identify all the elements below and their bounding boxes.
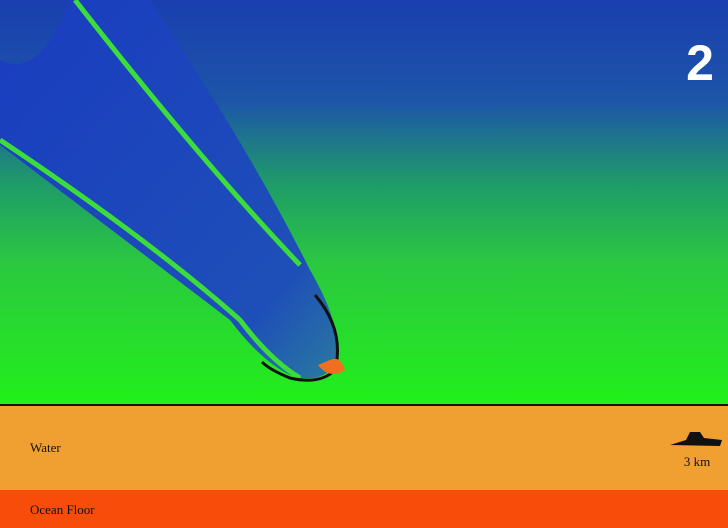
- simulation-frame: 2 Water 3 km Ocean Floor: [0, 0, 728, 528]
- ocean-floor-band: [0, 490, 728, 528]
- water-label: Water: [30, 440, 61, 455]
- ocean-floor-label: Ocean Floor: [30, 502, 95, 517]
- scale-label: 3 km: [684, 454, 710, 469]
- page: 2 Water 3 km Ocean Floor (() => { const …: [0, 0, 728, 528]
- water-band: [0, 405, 728, 490]
- frame-number: 2: [686, 35, 714, 91]
